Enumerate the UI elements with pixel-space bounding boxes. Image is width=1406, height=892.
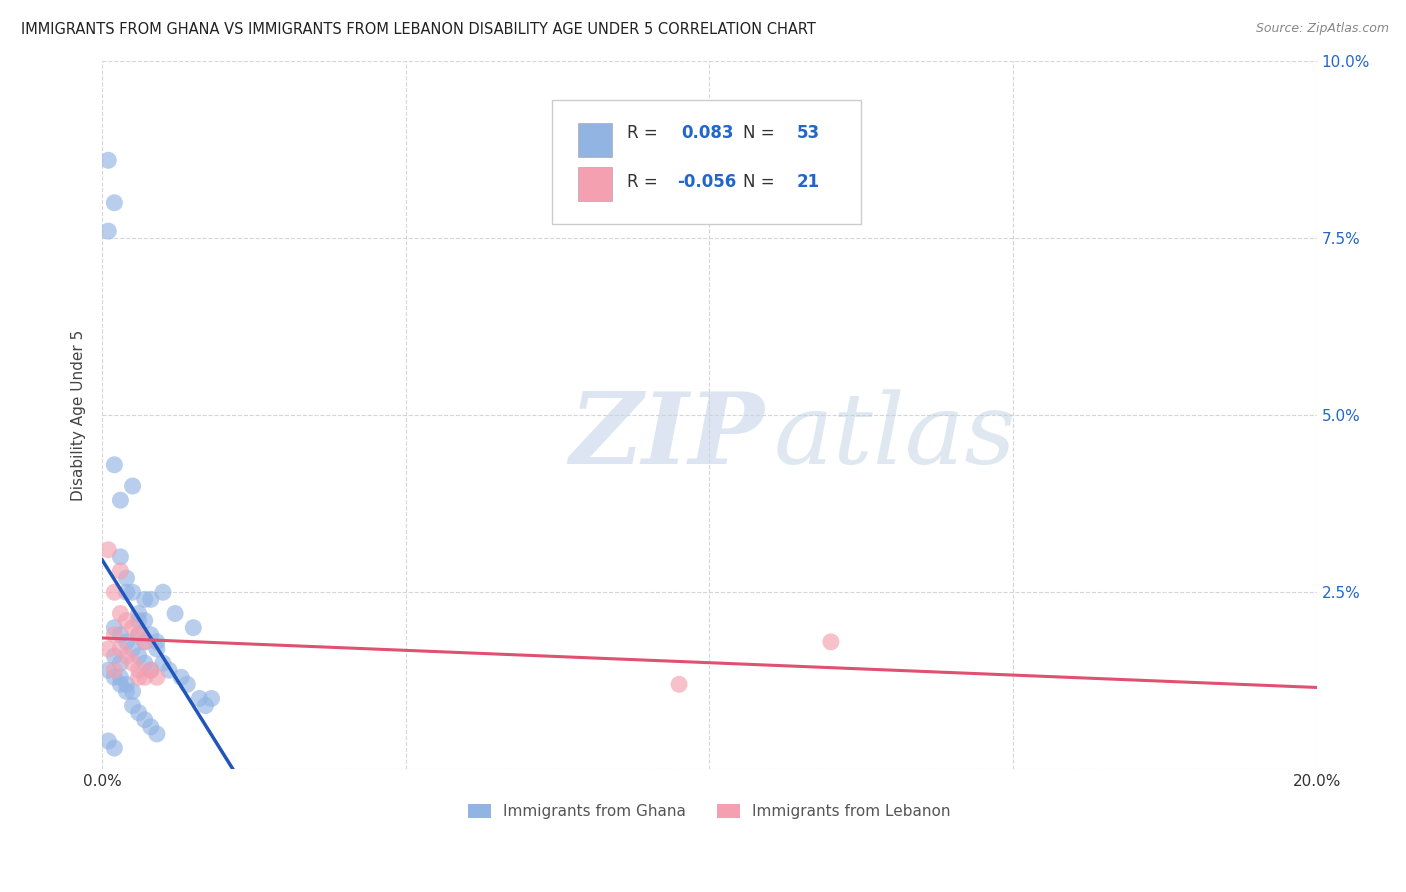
FancyBboxPatch shape: [578, 123, 612, 157]
Point: [152, 656, 174, 670]
Point: [146, 727, 169, 741]
Legend: Immigrants from Ghana, Immigrants from Lebanon: Immigrants from Ghana, Immigrants from L…: [463, 798, 956, 825]
Text: 53: 53: [797, 124, 820, 143]
Point: [97, 153, 120, 168]
Point: [115, 677, 138, 691]
Text: 0.083: 0.083: [682, 124, 734, 143]
FancyBboxPatch shape: [551, 100, 862, 224]
Point: [134, 670, 156, 684]
Point: [128, 614, 150, 628]
Point: [139, 628, 162, 642]
Point: [103, 648, 125, 663]
Point: [134, 635, 156, 649]
Point: [121, 585, 143, 599]
Point: [97, 734, 120, 748]
Point: [110, 656, 132, 670]
Text: atlas: atlas: [773, 389, 1017, 484]
Point: [128, 628, 150, 642]
Point: [134, 656, 156, 670]
Point: [97, 224, 120, 238]
Point: [134, 713, 156, 727]
Point: [134, 635, 156, 649]
Point: [128, 607, 150, 621]
Point: [134, 592, 156, 607]
Point: [103, 621, 125, 635]
Point: [103, 195, 125, 210]
Point: [128, 670, 150, 684]
Point: [128, 628, 150, 642]
Text: R =: R =: [627, 124, 662, 143]
Point: [97, 542, 120, 557]
Point: [115, 571, 138, 585]
Point: [103, 741, 125, 756]
Point: [121, 698, 143, 713]
Point: [139, 663, 162, 677]
Point: [97, 641, 120, 656]
Point: [139, 663, 162, 677]
FancyBboxPatch shape: [578, 168, 612, 202]
Point: [103, 585, 125, 599]
Point: [115, 684, 138, 698]
Point: [200, 691, 222, 706]
Point: [110, 677, 132, 691]
Point: [188, 691, 211, 706]
Point: [110, 641, 132, 656]
Point: [110, 628, 132, 642]
Point: [110, 493, 132, 508]
Point: [115, 635, 138, 649]
Point: [146, 670, 169, 684]
Text: N =: N =: [744, 124, 780, 143]
Text: 21: 21: [797, 172, 820, 191]
Point: [128, 706, 150, 720]
Text: N =: N =: [744, 172, 780, 191]
Point: [103, 670, 125, 684]
Point: [139, 592, 162, 607]
Point: [139, 720, 162, 734]
Text: ZIP: ZIP: [569, 388, 765, 484]
Point: [668, 677, 690, 691]
Point: [110, 670, 132, 684]
Point: [157, 663, 180, 677]
Point: [181, 621, 204, 635]
Point: [146, 635, 169, 649]
Point: [165, 607, 187, 621]
Text: IMMIGRANTS FROM GHANA VS IMMIGRANTS FROM LEBANON DISABILITY AGE UNDER 5 CORRELAT: IMMIGRANTS FROM GHANA VS IMMIGRANTS FROM…: [21, 22, 815, 37]
Point: [194, 698, 217, 713]
Point: [121, 641, 143, 656]
Point: [146, 641, 169, 656]
Point: [103, 663, 125, 677]
Point: [115, 648, 138, 663]
Point: [110, 564, 132, 578]
Point: [115, 614, 138, 628]
Point: [110, 607, 132, 621]
Point: [121, 621, 143, 635]
Point: [128, 663, 150, 677]
Text: Source: ZipAtlas.com: Source: ZipAtlas.com: [1256, 22, 1389, 36]
Point: [176, 677, 198, 691]
Point: [128, 648, 150, 663]
Point: [152, 585, 174, 599]
Point: [110, 549, 132, 564]
Point: [103, 628, 125, 642]
Point: [121, 656, 143, 670]
Text: R =: R =: [627, 172, 662, 191]
Text: -0.056: -0.056: [676, 172, 735, 191]
Point: [121, 479, 143, 493]
Point: [820, 635, 842, 649]
Point: [170, 670, 193, 684]
Point: [115, 585, 138, 599]
Point: [97, 663, 120, 677]
Point: [103, 458, 125, 472]
Point: [121, 684, 143, 698]
Y-axis label: Disability Age Under 5: Disability Age Under 5: [72, 330, 86, 500]
Point: [134, 614, 156, 628]
